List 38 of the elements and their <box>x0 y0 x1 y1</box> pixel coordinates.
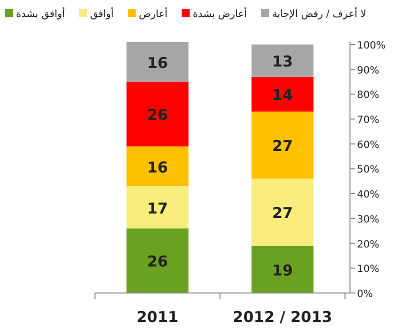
legend-label: أعارض <box>138 7 168 20</box>
y-tick-label: 10% <box>357 264 380 276</box>
bar <box>126 42 188 82</box>
y-tick-label: 20% <box>357 239 380 250</box>
bar <box>126 228 188 293</box>
x-tick-label: 2011 <box>136 308 178 326</box>
y-tick-label: 100% <box>357 40 386 52</box>
y-tick-label: 90% <box>357 65 380 76</box>
data-label: 27 <box>272 137 293 156</box>
legend-label: أوافق بشدة <box>16 7 66 20</box>
y-tick-label: 80% <box>357 90 380 102</box>
bar <box>126 82 188 146</box>
bar <box>252 246 314 293</box>
data-label: 19 <box>272 261 293 280</box>
data-label: 26 <box>147 252 168 271</box>
y-tick-label: 50% <box>357 164 380 176</box>
data-label: 17 <box>147 199 168 218</box>
x-tick-label: 2012 / 2013 <box>232 308 332 326</box>
data-label: 16 <box>147 54 168 72</box>
bar <box>252 76 314 112</box>
bar <box>126 186 188 228</box>
legend-label: أوافق <box>90 7 114 20</box>
y-tick-label: 70% <box>357 115 380 126</box>
y-tick-label: 0% <box>357 289 373 300</box>
y-tick-label: 40% <box>357 190 380 201</box>
y-tick-label: 30% <box>357 214 380 226</box>
legend-label: لا أعرف / رفض الإجابة <box>272 7 366 20</box>
legend-label: أعارض بشدة <box>192 7 248 20</box>
data-label: 16 <box>147 158 168 176</box>
bar <box>126 146 188 186</box>
data-label: 27 <box>272 204 293 222</box>
data-label: 14 <box>272 86 293 104</box>
data-label: 26 <box>147 106 168 124</box>
bar <box>252 44 314 77</box>
bar <box>252 178 314 246</box>
bar <box>252 112 314 179</box>
data-label: 13 <box>272 52 293 71</box>
y-tick-label: 60% <box>357 140 380 151</box>
